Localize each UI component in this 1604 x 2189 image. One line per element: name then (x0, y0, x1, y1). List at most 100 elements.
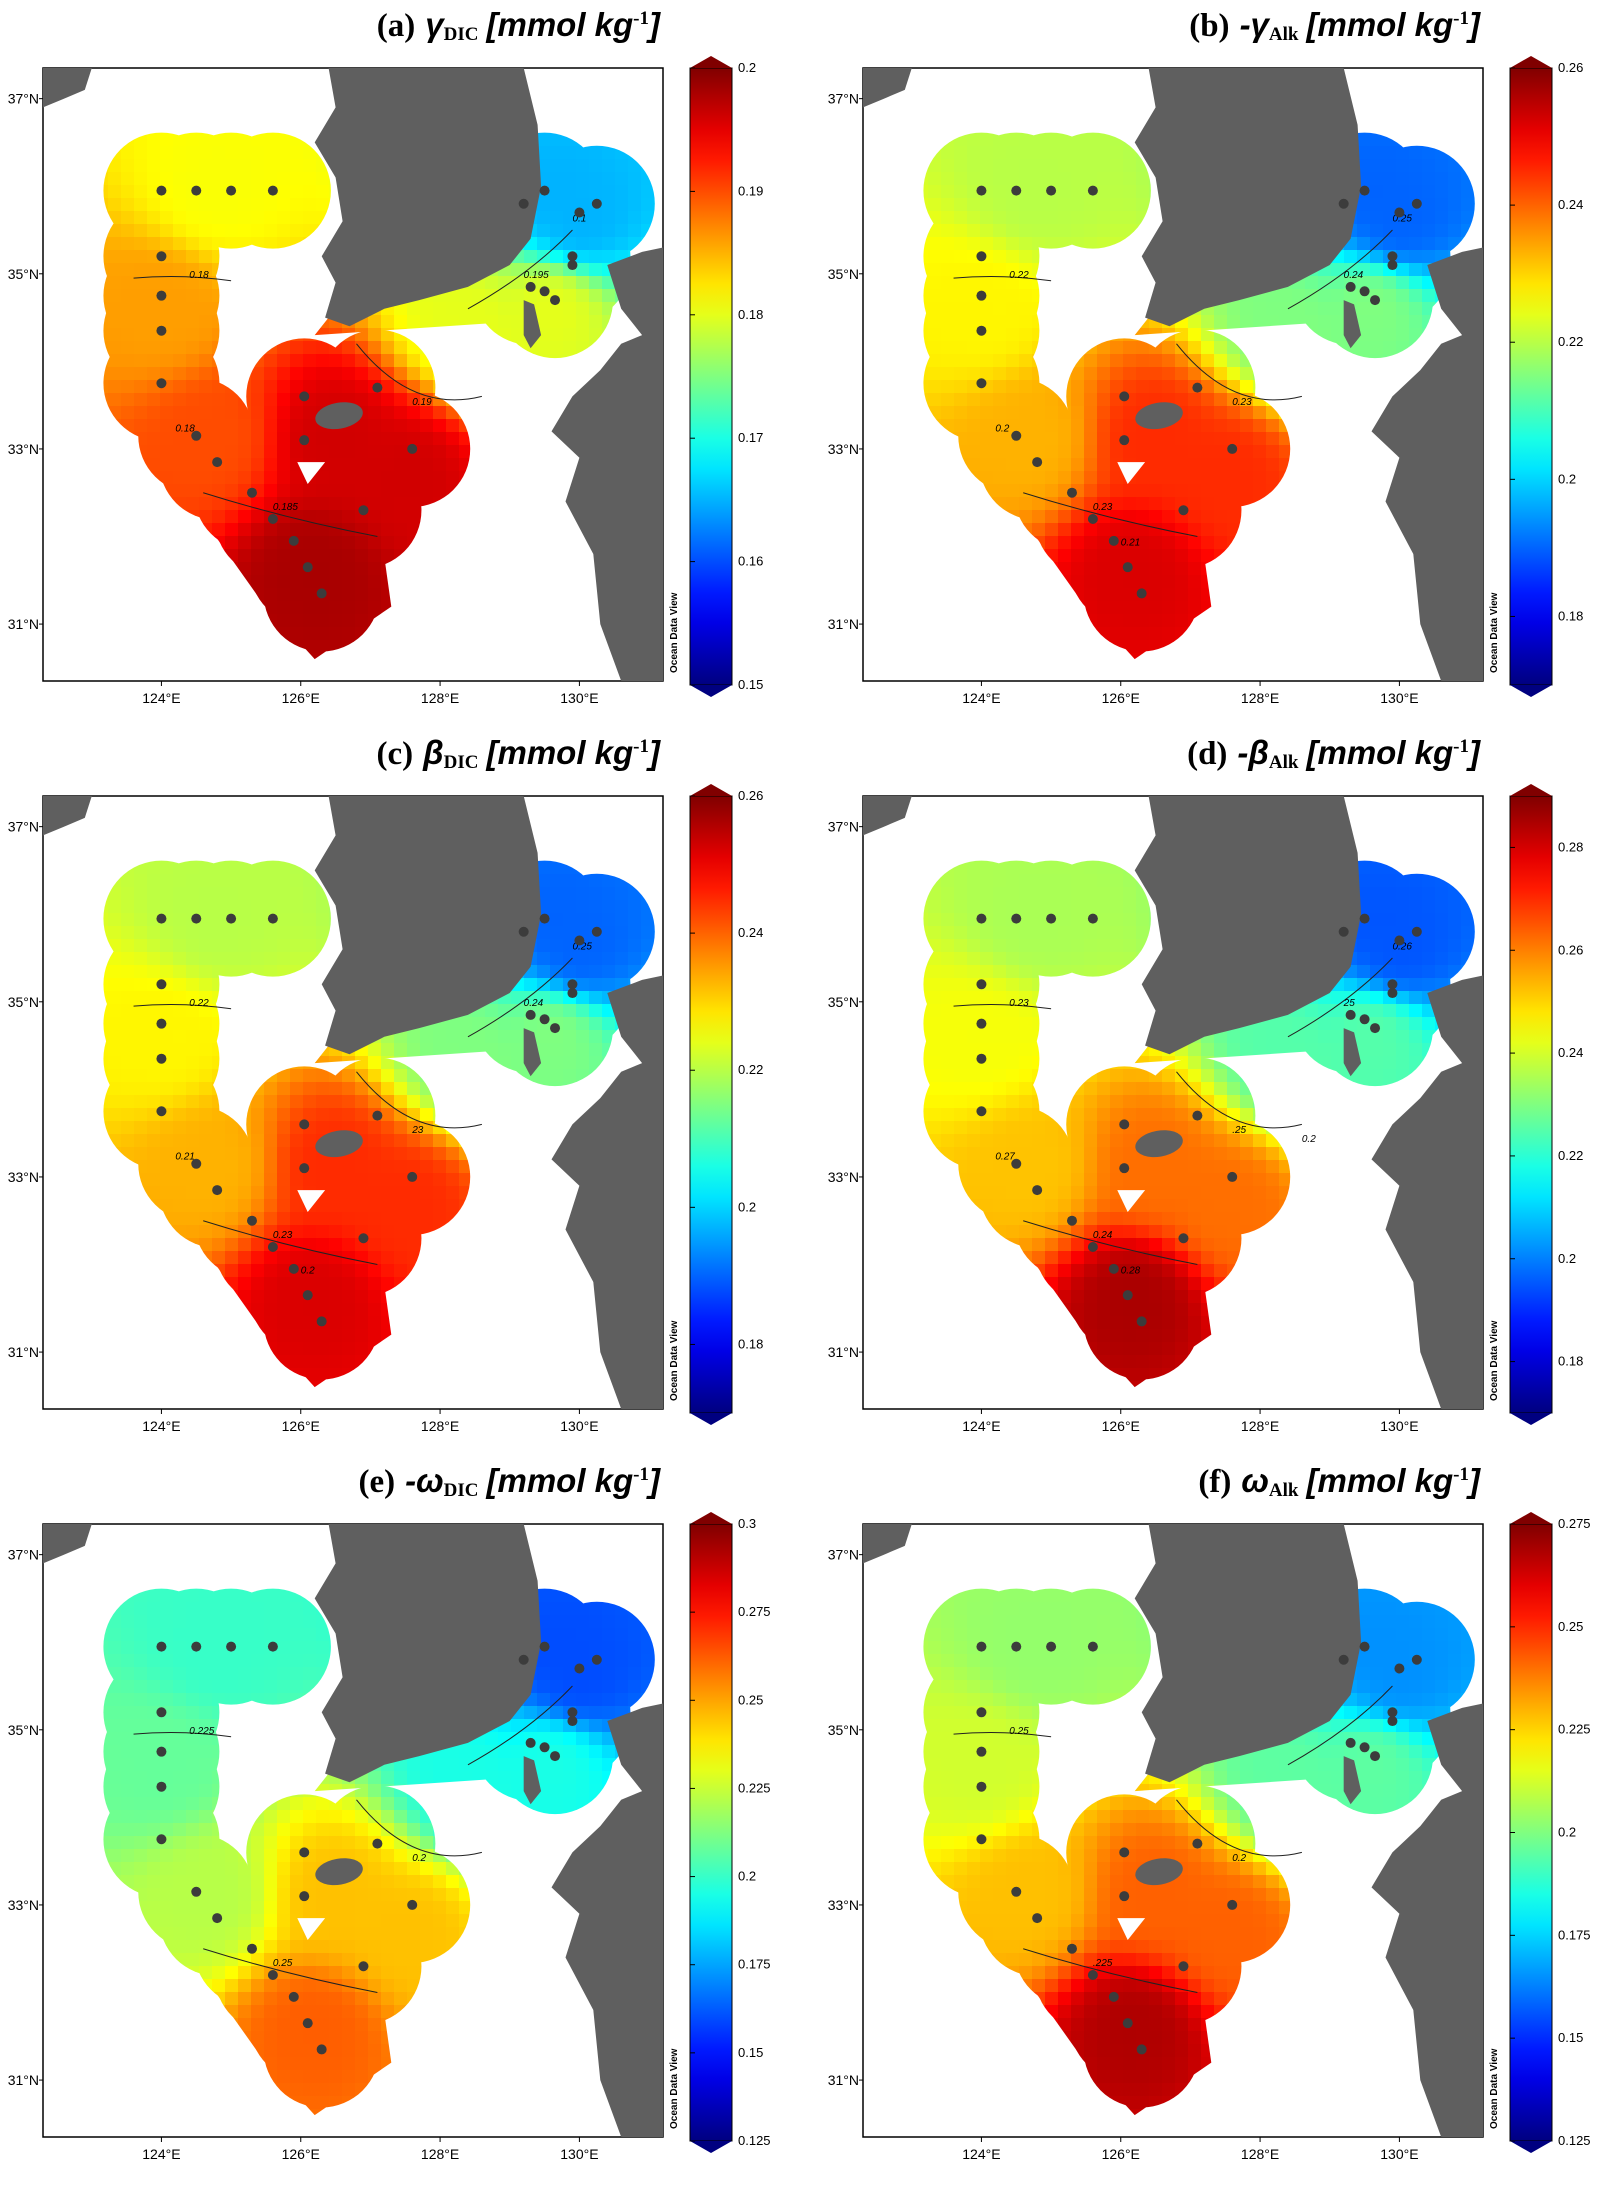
colorbar-tick-label: 0.15 (1558, 2030, 1583, 2045)
station-point (267, 913, 278, 924)
colorbar-tick-label: 0.22 (738, 1062, 763, 1077)
station-point (1394, 1663, 1405, 1674)
variable-symbol: γ (425, 6, 444, 43)
unit-label: [mmol kg (486, 734, 634, 771)
x-tick-label: 130°E (560, 1418, 598, 1434)
korea-land (1134, 1524, 1362, 1783)
station-point (191, 1886, 202, 1897)
tsushima-land (1343, 1028, 1362, 1077)
station-point (156, 913, 167, 924)
unit-close: ] (649, 734, 660, 771)
map-svg: 0.18 0.185 0.19 0.195 0.1 0.18 124°E 126°E 128°E… (8, 56, 763, 706)
map-svg: 0.23 0.24 .25 25 0.26 0.27 0.28 0.2 124°E 126°E 12… (828, 784, 1583, 1434)
station-point (156, 290, 167, 301)
colorbar: 0.2 0.19 0.18 0.17 0.16 0.15 (689, 56, 763, 697)
station-point (156, 1641, 167, 1652)
contour-label: 0.23 (1009, 998, 1029, 1009)
contour-label: 0.22 (1009, 270, 1029, 281)
station-point (156, 378, 167, 389)
colorbar-tick-label: 0.2 (738, 1199, 756, 1214)
station-point (1227, 1171, 1238, 1182)
japan-land (1371, 247, 1483, 681)
colorbar-max-arrow (1510, 1512, 1552, 1524)
y-tick-label: 31°N (8, 616, 39, 632)
x-tick-label: 126°E (282, 1418, 320, 1434)
contour-label: 23 (411, 1125, 424, 1136)
station-point (226, 185, 237, 196)
colorbar-max-arrow (1510, 56, 1552, 68)
colorbar-min-arrow (1510, 2141, 1552, 2153)
colorbar-tick-label: 0.26 (1558, 60, 1583, 75)
station-point (1119, 391, 1130, 402)
station-point (539, 1014, 550, 1025)
china-land (863, 796, 912, 836)
contour-label: 0.25 (1009, 1726, 1029, 1737)
contour-label: 0.26 (1392, 941, 1412, 952)
contour-label: 0.28 (1121, 1265, 1141, 1276)
panel-label: (e) (358, 1464, 396, 1500)
station-point (156, 185, 167, 196)
station-point (316, 2044, 327, 2055)
variable-symbol: β (423, 734, 444, 771)
y-tick-label: 37°N (828, 819, 859, 835)
station-point (539, 1742, 550, 1753)
gap-notch (1117, 462, 1146, 484)
station-point (539, 1641, 550, 1652)
station-point (1411, 198, 1422, 209)
station-point (1359, 286, 1370, 297)
odv-watermark: Ocean Data View (1489, 2048, 1500, 2129)
map-panel-e: (e) -ωDIC [mmol kg-1] 0.225 0.25 0.2 124°E 126°… (0, 1456, 800, 2181)
y-tick-label: 35°N (8, 1722, 39, 1738)
station-point (302, 1290, 313, 1301)
colorbar-tick-label: 0.24 (1558, 197, 1583, 212)
colorbar-max-arrow (690, 784, 732, 796)
station-point (267, 1969, 278, 1980)
station-point (1136, 588, 1147, 599)
station-point (1087, 513, 1098, 524)
contour-label: 0.2 (301, 1265, 315, 1276)
panel-title: (e) -ωDIC [mmol kg-1] (358, 1462, 660, 1502)
contour-label: 0.24 (524, 998, 544, 1009)
station-point (1046, 913, 1057, 924)
x-tick-label: 126°E (1102, 2146, 1140, 2162)
colorbar-min-arrow (690, 685, 732, 697)
contour-label: 0.23 (273, 1230, 293, 1241)
station-point (267, 1241, 278, 1252)
y-tick-label: 33°N (8, 441, 39, 457)
colorbar-tick-label: 0.2 (1558, 1825, 1576, 1840)
contour-label: 0.21 (1121, 537, 1140, 548)
y-tick-label: 33°N (828, 441, 859, 457)
station-point (976, 913, 987, 924)
station-point (246, 1215, 257, 1226)
odv-watermark: Ocean Data View (1489, 592, 1500, 673)
contour-label: 0.185 (273, 502, 298, 513)
colorbar-tick-label: 0.22 (1558, 334, 1583, 349)
land-masses (863, 1524, 1483, 2137)
variable-subscript: DIC (443, 1480, 479, 1501)
contour-label: 0.22 (189, 998, 209, 1009)
colorbar-tick-label: 0.2 (1558, 471, 1576, 486)
china-land (43, 796, 92, 836)
colorbar-tick-label: 0.18 (1558, 1354, 1583, 1369)
jeju-island (1135, 1130, 1183, 1158)
stations (976, 913, 1422, 1327)
station-point (518, 198, 529, 209)
unit-exponent: -1 (633, 1464, 649, 1485)
unit-label: [mmol kg (486, 6, 634, 43)
map-svg: 0.22 0.23 23 0.24 0.25 0.21 0.2 124°E 126°E 128°E… (8, 784, 763, 1434)
colorbar-tick-label: 0.26 (738, 788, 763, 803)
x-tick-label: 124°E (142, 2146, 180, 2162)
colorbar-tick-label: 0.2 (738, 1869, 756, 1884)
x-tick-label: 124°E (142, 1418, 180, 1434)
colorbar: 0.28 0.26 0.24 0.22 0.2 0.18 (1509, 784, 1583, 1425)
variable-symbol: -γ (1239, 6, 1269, 43)
jeju-island (315, 402, 363, 430)
station-point (156, 1746, 167, 1757)
station-point (302, 562, 313, 573)
station-point (1345, 1009, 1356, 1020)
x-tick-label: 124°E (142, 690, 180, 706)
contour-label: 0.25 (273, 1958, 293, 1969)
colorbar-tick-label: 0.225 (1558, 1722, 1591, 1737)
map-svg: 0.25 .225 0.2 124°E 126°E 128°E 130°E 37°N 35°N 3… (828, 1512, 1591, 2162)
station-point (539, 286, 550, 297)
